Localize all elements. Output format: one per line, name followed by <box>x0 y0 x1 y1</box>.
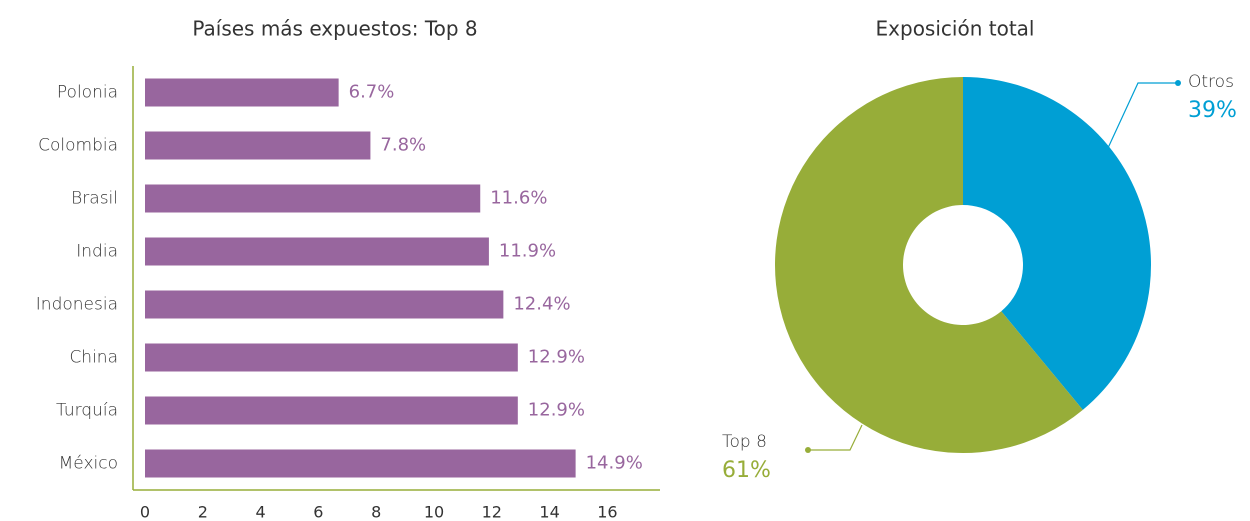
y-tick-label: Brasil <box>71 189 118 209</box>
slice-label: Otros <box>1188 72 1234 92</box>
y-tick-label: Turquía <box>56 401 118 421</box>
value-label: 11.9% <box>499 241 556 262</box>
bar <box>145 290 504 319</box>
bar <box>145 343 518 372</box>
bar-chart-title: Países más expuestos: Top 8 <box>192 17 477 41</box>
donut-slice <box>774 77 1083 453</box>
value-label: 12.9% <box>528 347 585 368</box>
y-tick-label: México <box>59 454 118 474</box>
value-label: 7.8% <box>380 135 426 156</box>
slice-value: 39% <box>1188 98 1237 123</box>
value-label: 14.9% <box>586 453 643 474</box>
leader-line <box>808 424 863 451</box>
x-tick-label: 6 <box>313 503 323 521</box>
leader-dot <box>805 447 811 453</box>
bar <box>145 78 339 107</box>
bar <box>145 184 481 213</box>
y-tick-label: Colombia <box>38 136 118 156</box>
x-tick-label: 10 <box>424 503 444 521</box>
bar <box>145 131 371 160</box>
x-tick-label: 2 <box>198 503 208 521</box>
slice-value: 61% <box>722 458 771 483</box>
bar <box>145 449 576 478</box>
x-tick-label: 16 <box>597 503 617 521</box>
leader-dot <box>1175 80 1181 86</box>
leader-line <box>1107 82 1178 149</box>
y-tick-label: India <box>76 242 118 262</box>
x-tick-label: 0 <box>140 503 150 521</box>
value-label: 11.6% <box>490 188 547 209</box>
y-tick-label: Polonia <box>57 83 118 103</box>
y-tick-label: China <box>69 348 118 368</box>
x-tick-label: 14 <box>539 503 559 521</box>
y-tick-label: Indonesia <box>36 295 118 315</box>
value-label: 6.7% <box>349 82 395 103</box>
bar <box>145 396 518 425</box>
donut-slice <box>963 77 1151 410</box>
donut-chart-title: Exposición total <box>876 17 1035 41</box>
value-label: 12.9% <box>528 400 585 421</box>
x-tick-label: 8 <box>371 503 381 521</box>
value-label: 12.4% <box>513 294 570 315</box>
bar <box>145 237 489 266</box>
x-tick-label: 12 <box>482 503 502 521</box>
x-tick-label: 4 <box>256 503 266 521</box>
slice-label: Top 8 <box>722 432 767 452</box>
